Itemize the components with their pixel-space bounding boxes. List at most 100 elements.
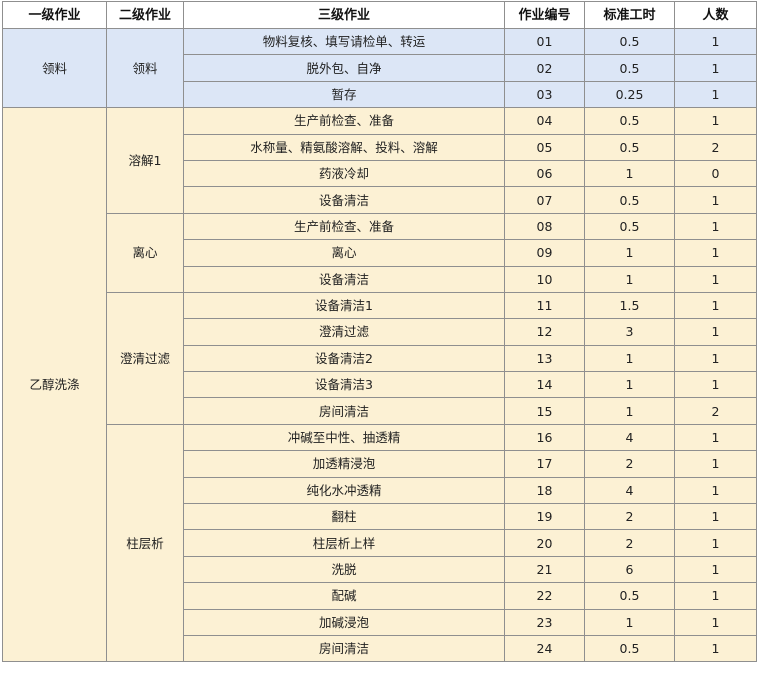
people-cell: 1 [674, 608, 757, 636]
table-row: 离心 生产前检查、准备 08 0.5 1 [3, 212, 757, 293]
level3-cell: 加透精浸泡 [183, 450, 505, 478]
people-cell: 1 [674, 423, 757, 452]
table-row: 设备清洁 10 1 1 [3, 265, 757, 293]
people-cell: 1 [674, 54, 757, 82]
std-hours-cell: 2 [584, 503, 675, 531]
level2-cell: 柱层析 [106, 423, 184, 663]
std-hours-cell: 0.5 [584, 54, 675, 82]
table-row: 水称量、精氨酸溶解、投料、溶解 05 0.5 2 [3, 133, 757, 161]
table-row: 药液冷却 06 1 0 [3, 159, 757, 188]
table-body: 领料 领料 物料复核、填写请检单、转运 01 0.5 1 脱外包、自净 02 0.5 1 暂存 03 0… [2, 27, 757, 663]
level3-cell: 纯化水冲透精 [183, 476, 505, 505]
table-row: 设备清洁2 13 1 1 [3, 344, 757, 373]
header-people: 人数 [674, 1, 757, 29]
people-cell: 1 [674, 186, 757, 214]
code-cell: 11 [504, 291, 585, 320]
work-hours-table: 一级作业 二级作业 三级作业 作业编号 标准工时 人数 领料 领料 物料复核、填写请… [2, 1, 757, 663]
people-cell: 1 [674, 476, 757, 505]
std-hours-cell: 0.5 [584, 212, 675, 241]
people-cell: 1 [674, 344, 757, 373]
table-row: 澄清过滤 12 3 1 [3, 318, 757, 346]
std-hours-cell: 4 [584, 423, 675, 452]
std-hours-cell: 0.5 [584, 582, 675, 610]
level2-cell: 溶解1 [106, 107, 184, 214]
code-cell: 18 [504, 476, 585, 505]
level3-cell: 生产前检查、准备 [183, 107, 505, 135]
header-std-hours: 标准工时 [584, 1, 675, 29]
table-row: 房间清洁 24 0.5 1 [3, 634, 757, 663]
level3-cell: 离心 [183, 239, 505, 267]
std-hours-cell: 1 [584, 397, 675, 425]
people-cell: 1 [674, 291, 757, 320]
people-cell: 1 [674, 529, 757, 557]
table-row: 房间清洁 15 1 2 [3, 397, 757, 425]
table-row: 离心 09 1 1 [3, 239, 757, 267]
people-cell: 1 [674, 107, 757, 135]
std-hours-cell: 1 [584, 344, 675, 373]
level3-cell: 房间清洁 [183, 397, 505, 425]
table-row: 乙醇洗涤 溶解1 生产前检查、准备 04 0.5 1 [2, 107, 757, 663]
table-row: 纯化水冲透精 18 4 1 [3, 476, 757, 505]
code-cell: 04 [504, 107, 585, 135]
std-hours-cell: 0.5 [584, 186, 675, 214]
std-hours-cell: 1 [584, 371, 675, 399]
level3-cell: 水称量、精氨酸溶解、投料、溶解 [183, 133, 505, 161]
std-hours-cell: 1 [584, 159, 675, 188]
level3-cell: 暂存 [183, 80, 505, 109]
std-hours-cell: 0.5 [584, 634, 675, 663]
code-cell: 06 [504, 159, 585, 188]
level2-cell: 领料 [106, 27, 184, 109]
std-hours-cell: 6 [584, 555, 675, 584]
std-hours-cell: 2 [584, 450, 675, 478]
level3-cell: 洗脱 [183, 555, 505, 584]
people-cell: 1 [674, 371, 757, 399]
code-cell: 16 [504, 423, 585, 452]
table-row: 领料 领料 物料复核、填写请检单、转运 01 0.5 1 [2, 27, 757, 109]
level3-cell: 配碱 [183, 582, 505, 610]
level3-cell: 冲碱至中性、抽透精 [183, 423, 505, 452]
std-hours-cell: 1 [584, 265, 675, 293]
table-row: 翻柱 19 2 1 [3, 503, 757, 531]
code-cell: 13 [504, 344, 585, 373]
table-row: 柱层析上样 20 2 1 [3, 529, 757, 557]
header-code: 作业编号 [504, 1, 585, 29]
people-cell: 1 [674, 27, 757, 56]
std-hours-cell: 4 [584, 476, 675, 505]
header-level1: 一级作业 [2, 1, 107, 29]
header-level3: 三级作业 [183, 1, 505, 29]
level3-cell: 澄清过滤 [183, 318, 505, 346]
code-cell: 07 [504, 186, 585, 214]
people-cell: 1 [674, 450, 757, 478]
people-cell: 1 [674, 555, 757, 584]
people-cell: 1 [674, 503, 757, 531]
level3-cell: 设备清洁 [183, 186, 505, 214]
people-cell: 1 [674, 80, 757, 109]
people-cell: 0 [674, 159, 757, 188]
header-row: 一级作业 二级作业 三级作业 作业编号 标准工时 人数 [2, 1, 757, 29]
code-cell: 14 [504, 371, 585, 399]
std-hours-cell: 1 [584, 608, 675, 636]
code-cell: 15 [504, 397, 585, 425]
people-cell: 1 [674, 239, 757, 267]
code-cell: 05 [504, 133, 585, 161]
code-cell: 01 [504, 27, 585, 56]
code-cell: 10 [504, 265, 585, 293]
table-row: 加透精浸泡 17 2 1 [3, 450, 757, 478]
code-cell: 02 [504, 54, 585, 82]
std-hours-cell: 1 [584, 239, 675, 267]
level3-cell: 物料复核、填写请检单、转运 [183, 27, 505, 56]
table-row: 柱层析 冲碱至中性、抽透精 16 4 1 [3, 423, 757, 663]
code-cell: 17 [504, 450, 585, 478]
level3-cell: 设备清洁3 [183, 371, 505, 399]
code-cell: 22 [504, 582, 585, 610]
code-cell: 24 [504, 634, 585, 663]
level3-cell: 翻柱 [183, 503, 505, 531]
table-row: 加碱浸泡 23 1 1 [3, 608, 757, 636]
level2-cell: 澄清过滤 [106, 291, 184, 425]
level1-cell: 领料 [2, 27, 107, 109]
people-cell: 1 [674, 634, 757, 663]
table-row: 设备清洁 07 0.5 1 [3, 186, 757, 214]
code-cell: 19 [504, 503, 585, 531]
std-hours-cell: 0.5 [584, 133, 675, 161]
std-hours-cell: 0.25 [584, 80, 675, 109]
